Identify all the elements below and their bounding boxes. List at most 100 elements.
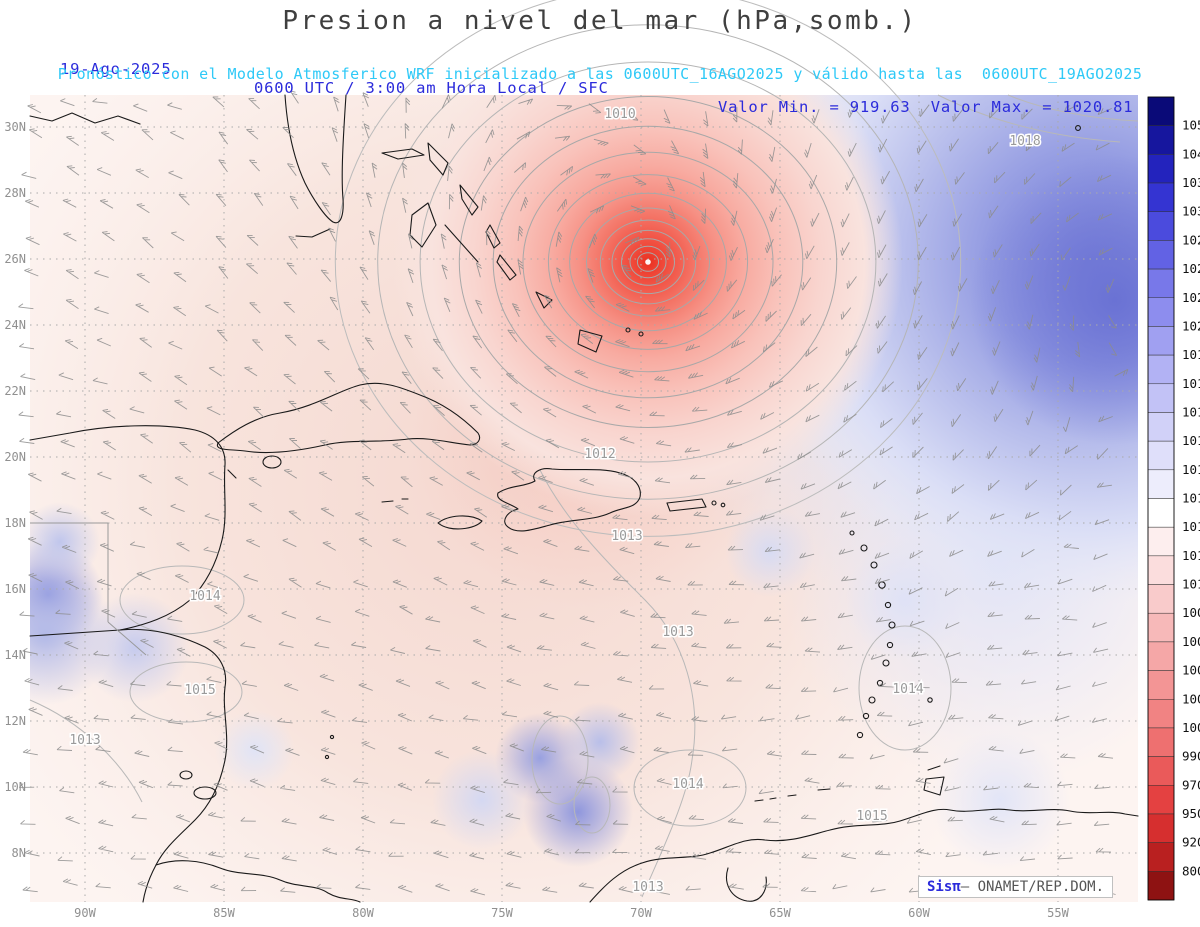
lat-axis-label: 24N	[4, 318, 26, 332]
colorbar: 1050 1040 1035 1030 1028 1025 1022 1020 1019 1018…	[1147, 96, 1200, 901]
lat-axis-label: 14N	[4, 648, 26, 662]
colorbar-segment	[1147, 96, 1175, 126]
colorbar-segment	[1147, 612, 1175, 643]
colorbar-label: 1013	[1182, 519, 1200, 534]
pressure-shading	[30, 95, 1138, 902]
colorbar-label: 970	[1182, 777, 1200, 792]
lat-axis-label: 12N	[4, 714, 26, 728]
coast-jamaica	[437, 515, 483, 530]
contour-label: 1010	[604, 107, 635, 122]
colorbar-label: 1040	[1182, 146, 1200, 161]
colorbar-label: 1018	[1182, 376, 1200, 391]
isobar-contours	[29, 0, 1139, 898]
map-title: Presion a nivel del mar (hPa,somb.)	[282, 6, 918, 36]
colorbar-label: 1028	[1182, 232, 1200, 247]
lat-axis-label: 26N	[4, 252, 26, 266]
colorbar-segment	[1147, 871, 1175, 901]
colorbar-segment	[1147, 383, 1175, 413]
colorbar-label: 1000	[1182, 720, 1200, 735]
model-info-line: Pronóstico con el Modelo Atmosferico WRF…	[57, 65, 1143, 83]
colorbar-label: 1020	[1182, 318, 1200, 333]
coast-maracaibo	[726, 867, 767, 902]
contour-label: 1014	[672, 777, 703, 792]
colorbar-segment	[1147, 727, 1175, 757]
colorbar-label: 1008	[1182, 605, 1200, 620]
lat-axis-label: 16N	[4, 582, 26, 596]
coast-yucatan	[29, 425, 226, 637]
coast-ven-islands	[754, 788, 831, 802]
colorbar-label: 1012	[1182, 548, 1200, 563]
colorbar-segment	[1147, 211, 1175, 241]
axis-labels: 30N 28N 26N 24N 22N 20N 18N 16N 14N 12N 10N 8N 90W 85…	[4, 120, 1069, 920]
colorbar-label: 1015	[1182, 462, 1200, 477]
lat-axis-label: 18N	[4, 516, 26, 530]
colorbar-segment	[1147, 785, 1175, 815]
colorbar-label: 990	[1182, 749, 1200, 764]
colorbar-segment	[1147, 440, 1175, 471]
contour-label: 1013	[632, 880, 663, 895]
colorbar-segment	[1147, 154, 1175, 184]
colorbar-segment	[1147, 526, 1175, 557]
coast-trinidad	[923, 765, 945, 796]
lat-axis-label: 22N	[4, 384, 26, 398]
lat-axis-label: 30N	[4, 120, 26, 134]
colorbar-label: 1022	[1182, 290, 1200, 305]
colorbar-label: 950	[1182, 806, 1200, 821]
colorbar-segment	[1147, 756, 1175, 786]
contour-label: 1014	[189, 589, 220, 604]
colorbar-label: 920	[1182, 835, 1200, 850]
contour-label: 1015	[856, 809, 887, 824]
colorbar-label: 1030	[1182, 204, 1200, 219]
colorbar-segment	[1147, 813, 1175, 843]
political-borders	[30, 522, 147, 656]
credit-brand: Sisπ	[927, 879, 961, 895]
colorbar-segment	[1147, 412, 1175, 442]
colorbar-label: 1016	[1182, 433, 1200, 448]
lat-axis-label: 20N	[4, 450, 26, 464]
coast-hispaniola	[497, 468, 641, 532]
colorbar-label: 1017	[1182, 404, 1200, 419]
coast-bermuda	[1075, 125, 1081, 131]
coast-puerto-rico	[666, 498, 707, 512]
colorbar-segment	[1147, 641, 1175, 671]
coast-florida-keys	[295, 228, 331, 238]
coast-cuba	[216, 382, 481, 454]
colorbar-label: 1035	[1182, 175, 1200, 190]
lat-axis-label: 10N	[4, 780, 26, 794]
lon-axis-label: 85W	[213, 906, 235, 920]
colorbar-segment	[1147, 670, 1175, 700]
valid-date: 19-Ago-2025	[60, 60, 172, 78]
coast-bahamas	[381, 142, 603, 353]
lat-axis-label: 28N	[4, 186, 26, 200]
colorbar-segment	[1147, 268, 1175, 299]
subtitle-line: 19-Ago-2025 0600 UTC / 3:00 am Hora Loca…	[0, 41, 1200, 116]
colorbar-segment	[1147, 584, 1175, 614]
colorbar-label: 1019	[1182, 347, 1200, 362]
coastlines	[29, 94, 1139, 903]
colorbar-segment	[1147, 555, 1175, 585]
lon-axis-label: 55W	[1047, 906, 1069, 920]
credit-box: Sisπ– ONAMET/REP.DOM.	[918, 876, 1114, 898]
colorbar-segment	[1147, 498, 1175, 528]
colorbar-segment	[1147, 699, 1175, 729]
coast-cayman	[381, 498, 409, 503]
contour-label: 1018	[1009, 134, 1040, 149]
coast-gulf	[29, 112, 141, 125]
contour-label: 1015	[184, 683, 215, 698]
contour-label: 1014	[892, 682, 923, 697]
contour-label: 1013	[662, 625, 693, 640]
colorbar-label: 1010	[1182, 577, 1200, 592]
colorbar-segment	[1147, 125, 1175, 155]
colorbar-segment	[1147, 354, 1175, 385]
wind-barbs	[18, 90, 1129, 896]
colorbar-label: 1025	[1182, 261, 1200, 276]
lon-axis-label: 80W	[352, 906, 374, 920]
colorbar-segment	[1147, 326, 1175, 356]
coast-florida	[284, 94, 347, 224]
colorbar-label: 1050	[1182, 118, 1200, 133]
lon-axis-label: 65W	[769, 906, 791, 920]
credit-org: – ONAMET/REP.DOM.	[960, 879, 1105, 895]
colorbar-segment	[1147, 469, 1175, 499]
